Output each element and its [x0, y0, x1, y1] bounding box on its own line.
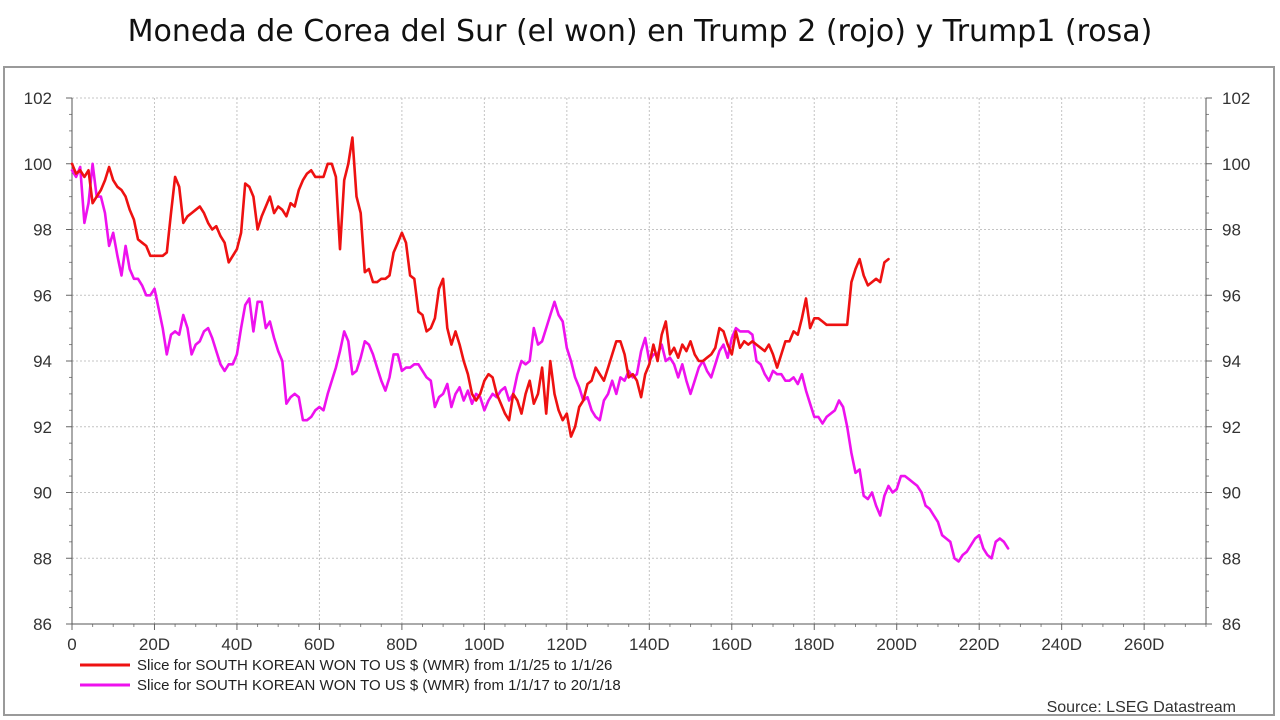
series-line-trump2	[70, 136, 890, 438]
y-tick-label-right: 90	[1222, 484, 1241, 503]
x-tick-label: 200D	[876, 635, 917, 654]
x-tick-label: 60D	[304, 635, 335, 654]
x-tick-label: 180D	[794, 635, 835, 654]
x-tick-label: 80D	[386, 635, 417, 654]
y-tick-label-left: 98	[33, 221, 52, 240]
y-tick-label-left: 100	[24, 155, 52, 174]
y-tick-label-right: 94	[1222, 352, 1241, 371]
x-tick-label: 20D	[139, 635, 170, 654]
y-tick-label-left: 96	[33, 286, 52, 305]
chart-frame	[3, 66, 1275, 716]
y-tick-label-left: 94	[33, 352, 52, 371]
x-tick-label: 260D	[1124, 635, 1165, 654]
y-tick-label-right: 88	[1222, 549, 1241, 568]
x-tick-label: 240D	[1041, 635, 1082, 654]
source-label: Source: LSEG Datastream	[1047, 699, 1236, 716]
series-lines	[70, 136, 1010, 563]
legend-label-trump1: Slice for SOUTH KOREAN WON TO US $ (WMR)…	[137, 677, 621, 694]
x-tick-label: 100D	[464, 635, 505, 654]
page-title: Moneda de Corea del Sur (el won) en Trum…	[127, 14, 1153, 49]
y-tick-label-right: 86	[1222, 615, 1241, 634]
series-line-trump1	[70, 162, 1010, 563]
legend-label-trump2: Slice for SOUTH KOREAN WON TO US $ (WMR)…	[137, 657, 612, 674]
y-tick-label-left: 86	[33, 615, 52, 634]
x-tick-label: 0	[67, 635, 76, 654]
x-tick-label: 160D	[711, 635, 752, 654]
y-tick-label-left: 102	[24, 89, 52, 108]
y-tick-label-right: 92	[1222, 418, 1241, 437]
x-tick-label: 220D	[959, 635, 1000, 654]
y-tick-label-left: 88	[33, 549, 52, 568]
x-tick-label: 120D	[547, 635, 588, 654]
legend: Slice for SOUTH KOREAN WON TO US $ (WMR)…	[80, 657, 621, 694]
y-tick-label-right: 98	[1222, 221, 1241, 240]
y-tick-label-right: 96	[1222, 286, 1241, 305]
x-tick-label: 140D	[629, 635, 670, 654]
y-tick-label-left: 90	[33, 484, 52, 503]
x-tick-label: 40D	[221, 635, 252, 654]
y-tick-label-left: 92	[33, 418, 52, 437]
y-tick-label-right: 102	[1222, 89, 1250, 108]
axes: 86 86 88 88 90 90 92 92 94 94 96 96 98 98 100 100 102 102…	[24, 89, 1251, 654]
y-tick-label-right: 100	[1222, 155, 1250, 174]
